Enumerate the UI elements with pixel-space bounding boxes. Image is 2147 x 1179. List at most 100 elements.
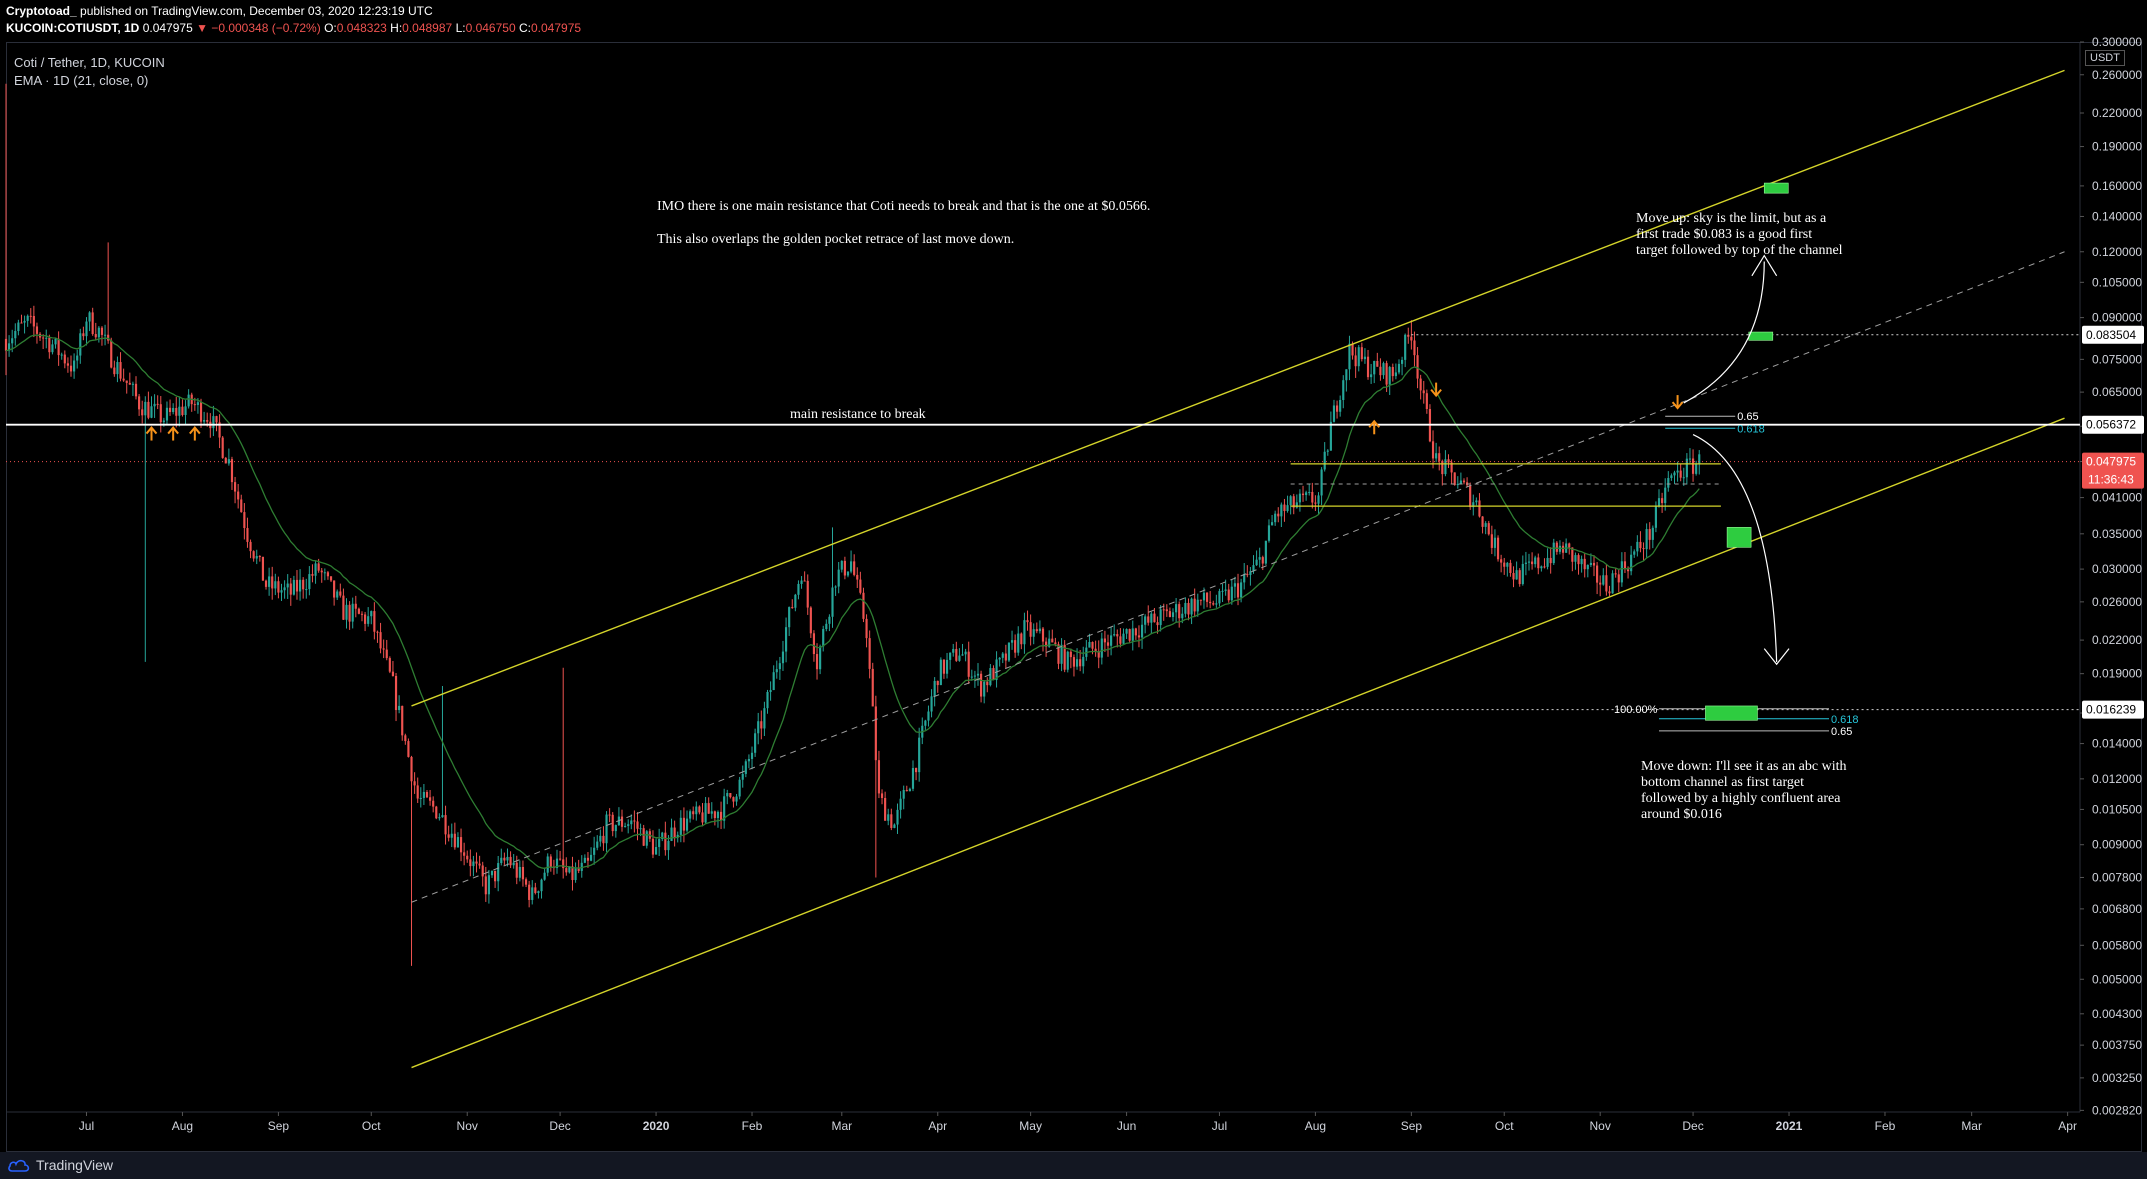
candle-body xyxy=(834,586,837,588)
projection-down-arrow xyxy=(1692,434,1778,662)
candle-body xyxy=(676,834,679,838)
candle-body xyxy=(537,891,540,893)
projection-down-arrowhead xyxy=(1763,648,1790,666)
candle-body xyxy=(723,796,726,821)
currency-badge[interactable]: USDT xyxy=(2085,50,2125,66)
candle-body xyxy=(1150,613,1153,623)
candle-body xyxy=(1283,504,1286,512)
candle-body xyxy=(983,681,986,697)
time-tick-label: Mar xyxy=(831,1119,852,1133)
candle-body xyxy=(1509,562,1512,573)
time-tick-label: Apr xyxy=(2058,1119,2077,1133)
candle-body xyxy=(1580,558,1583,565)
author-name[interactable]: Cryptotoad_ xyxy=(6,4,77,18)
candle-body xyxy=(410,756,413,782)
arrow-head xyxy=(145,425,158,435)
candle-body xyxy=(1360,347,1363,360)
fib-level-label: 0.618 xyxy=(1831,714,1859,726)
candle-body xyxy=(905,789,908,792)
candle-body xyxy=(1110,635,1113,646)
candle-body xyxy=(128,382,131,385)
candle-body xyxy=(1041,628,1045,642)
candle-body xyxy=(1048,638,1051,647)
candle-body xyxy=(268,576,271,587)
candle-body xyxy=(298,579,302,592)
candle-body xyxy=(509,856,512,866)
price-tick-label: 0.190000 xyxy=(2092,140,2142,154)
candle-body xyxy=(54,338,57,345)
candle-body xyxy=(1066,651,1069,670)
candle-body xyxy=(1029,622,1032,637)
candle-body xyxy=(1190,598,1193,615)
candle-body xyxy=(333,580,336,598)
candle-body xyxy=(218,422,221,438)
candle-body xyxy=(1140,624,1144,638)
candle-body xyxy=(159,404,162,423)
candle-body xyxy=(1354,355,1357,367)
candle-body xyxy=(29,315,32,317)
legend-indicator[interactable]: EMA · 1D (21, close, 0) xyxy=(14,73,149,88)
candle-body xyxy=(69,365,73,372)
candle-body xyxy=(35,326,39,334)
candle-body xyxy=(1561,545,1565,553)
candle-body xyxy=(206,420,209,422)
candle-body xyxy=(463,852,466,856)
brand-label: TradingView xyxy=(36,1157,114,1173)
candle-body xyxy=(815,654,819,670)
candle-body xyxy=(908,788,911,792)
candle-body xyxy=(1255,559,1258,566)
candle-body xyxy=(1137,635,1141,638)
price-level-label: 0.056372 xyxy=(2086,418,2136,432)
candle-body xyxy=(66,363,69,366)
tradingview-logo[interactable]: TradingView xyxy=(8,1157,113,1173)
candle-body xyxy=(840,560,843,570)
time-tick-label: Dec xyxy=(1682,1119,1703,1133)
annotation-move-down-text: around $0.016 xyxy=(1641,807,1722,822)
candle-body xyxy=(846,571,850,576)
candle-body xyxy=(583,857,586,863)
candle-body xyxy=(1233,583,1237,587)
candle-body xyxy=(506,856,509,861)
candle-body xyxy=(738,779,741,797)
candle-body xyxy=(1611,573,1614,594)
candle-body xyxy=(1366,356,1370,378)
candle-body xyxy=(317,563,320,571)
annotation-golden-pocket: This also overlaps the golden pocket ret… xyxy=(657,232,1014,247)
candle-body xyxy=(82,333,85,337)
price-tick-label: 0.003250 xyxy=(2092,1071,2142,1085)
target-box xyxy=(1705,705,1758,721)
candle-body xyxy=(636,821,639,829)
candle-body xyxy=(599,835,602,842)
candle-body xyxy=(819,646,822,670)
arrow-head xyxy=(167,425,179,435)
candle-body xyxy=(494,870,497,882)
candle-body xyxy=(1286,505,1289,512)
candle-body xyxy=(719,811,723,821)
candle-body xyxy=(1243,574,1246,583)
time-tick-label: Jul xyxy=(1212,1119,1227,1133)
candle-body xyxy=(1695,464,1698,474)
candle-body xyxy=(698,806,701,813)
candle-body xyxy=(1459,480,1462,484)
legend-title[interactable]: Coti / Tether, 1D, KUCOIN xyxy=(14,55,165,70)
candle-body xyxy=(911,768,915,789)
chart-frame[interactable] xyxy=(6,42,2142,1152)
last-price-tag xyxy=(2082,452,2144,489)
fib-level-label: 100.00% xyxy=(1614,704,1658,716)
price-tick-label: 0.022000 xyxy=(2092,633,2142,647)
time-tick-label: Aug xyxy=(1305,1119,1326,1133)
candle-body xyxy=(998,657,1001,660)
time-tick-label: Dec xyxy=(549,1119,570,1133)
candle-body xyxy=(1416,355,1419,379)
candle-body xyxy=(1664,487,1667,504)
candle-body xyxy=(1079,659,1082,667)
candle-body xyxy=(94,334,97,338)
candle-body xyxy=(642,828,645,846)
candle-body xyxy=(221,437,224,458)
candle-body xyxy=(772,672,775,691)
arrow-head xyxy=(1368,419,1380,428)
candle-body xyxy=(658,839,661,848)
price-chart[interactable]: 0.300000 0.260000 0.220000 0.190000 0.160000… xyxy=(0,0,2147,1152)
candle-body xyxy=(1691,458,1695,474)
candle-body xyxy=(42,337,45,339)
